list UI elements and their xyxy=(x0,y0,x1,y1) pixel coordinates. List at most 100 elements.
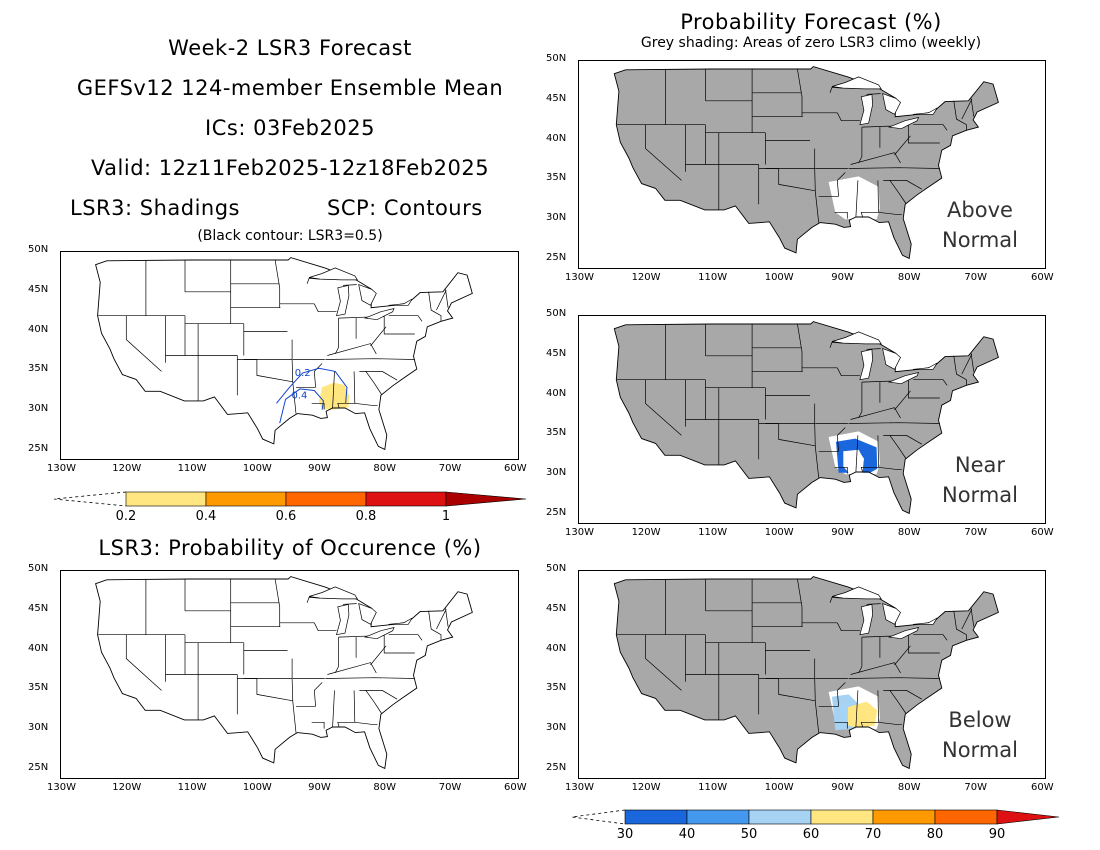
state-boundary xyxy=(291,658,297,733)
lat-tick-label: 45N xyxy=(546,92,567,104)
lon-tick-label: 60W xyxy=(504,782,527,793)
colorbar-tick-label: 0.8 xyxy=(356,509,377,524)
lat-tick-label: 30N xyxy=(546,212,567,224)
state-boundary xyxy=(834,466,848,474)
above-label-line1: Above xyxy=(947,198,1013,222)
lat-tick-label: 50N xyxy=(28,563,49,574)
state-boundary xyxy=(645,124,682,181)
state-boundary xyxy=(797,323,803,372)
lon-tick-label: 110W xyxy=(698,272,728,283)
state-boundary xyxy=(370,326,387,347)
near-normal-30-40 xyxy=(836,438,878,473)
state-boundary xyxy=(354,402,378,407)
lon-tick-label: 80W xyxy=(897,272,921,283)
lat-tick-label: 25N xyxy=(28,443,49,455)
colorbar-segment xyxy=(748,809,812,825)
state-boundary xyxy=(848,677,940,679)
state-boundary xyxy=(850,407,901,420)
scp-contour xyxy=(279,388,324,424)
great-lake xyxy=(913,107,938,115)
colorbar-tick-label: 60 xyxy=(803,827,820,842)
state-boundary xyxy=(878,466,902,471)
lat-tick-label: 30N xyxy=(546,722,567,734)
state-boundary xyxy=(889,690,907,714)
state-boundary xyxy=(836,622,860,632)
state-boundary xyxy=(313,363,323,388)
lon-tick-label: 100W xyxy=(764,782,794,793)
lon-tick-label: 70W xyxy=(964,527,988,538)
state-boundary xyxy=(834,211,848,219)
lat-tick-label: 40N xyxy=(546,642,567,654)
great-lake xyxy=(859,603,873,636)
state-boundary xyxy=(758,678,816,702)
lat-tick-label: 35N xyxy=(546,682,567,694)
colorbar-segment xyxy=(686,809,750,825)
lon-tick-label: 90W xyxy=(308,463,331,474)
lat-tick-label: 40N xyxy=(28,642,49,654)
scp-contour xyxy=(276,367,348,404)
contour-label: 0.2 xyxy=(295,368,311,379)
state-boundary xyxy=(878,721,902,726)
great-lake xyxy=(336,284,350,317)
probability-forecast-title: Probability Forecast (%) xyxy=(680,10,942,34)
state-boundary xyxy=(961,99,973,120)
great-lake xyxy=(388,617,413,625)
great-lake xyxy=(882,603,901,625)
state-boundary xyxy=(961,609,973,630)
map-svg xyxy=(613,576,999,770)
lon-tick-label: 130W xyxy=(565,527,594,538)
contours-label: SCP: Contours xyxy=(327,196,483,220)
state-boundary xyxy=(848,167,940,169)
great-lake xyxy=(831,76,882,90)
colorbar-tick-label: 30 xyxy=(617,827,634,842)
state-boundary xyxy=(866,603,881,605)
above-label-line2: Normal xyxy=(942,228,1018,252)
colorbar-lower-extend xyxy=(571,809,626,825)
state-boundary xyxy=(758,168,816,192)
lat-tick-label: 45N xyxy=(546,347,567,359)
lon-tick-label: 80W xyxy=(373,782,397,793)
map-svg: 0.2 0.4 xyxy=(95,257,473,451)
state-boundary xyxy=(855,435,859,473)
lat-tick-label: 45N xyxy=(28,602,49,614)
state-boundary xyxy=(953,100,967,131)
lon-tick-label: 130W xyxy=(47,782,76,793)
map-svg xyxy=(613,66,999,260)
state-boundary xyxy=(311,402,325,410)
colorbar-segment xyxy=(125,491,207,507)
state-boundary xyxy=(383,634,415,654)
below-normal-60-70 xyxy=(847,701,878,728)
coastline xyxy=(95,257,473,451)
state-boundary xyxy=(306,596,320,603)
lat-tick-label: 40N xyxy=(28,323,49,335)
state-boundary xyxy=(365,371,382,395)
lon-tick-label: 120W xyxy=(631,272,661,283)
lon-tick-label: 100W xyxy=(242,782,272,793)
state-boundary xyxy=(814,148,820,223)
state-boundary xyxy=(908,124,940,144)
state-boundary xyxy=(237,678,293,702)
lon-tick-label: 120W xyxy=(631,782,661,793)
lat-tick-label: 25N xyxy=(546,762,567,774)
state-boundary xyxy=(342,603,357,605)
great-lake xyxy=(887,117,920,130)
prob-occurrence-title: LSR3: Probability of Occurence (%) xyxy=(98,536,482,560)
near-normal-map xyxy=(578,315,1046,524)
state-boundary xyxy=(858,382,863,419)
state-boundary xyxy=(855,180,859,218)
colorbar-segment xyxy=(996,809,1060,825)
lat-tick-label: 50N xyxy=(546,563,567,574)
great-lake xyxy=(336,603,350,636)
colorbar-segment xyxy=(445,491,527,507)
great-lake xyxy=(859,93,873,126)
colorbar-lower-extend xyxy=(53,491,127,507)
state-boundary xyxy=(894,135,911,156)
lon-tick-label: 70W xyxy=(964,782,988,793)
state-boundary xyxy=(445,608,449,627)
great-lake xyxy=(913,362,938,370)
lon-tick-label: 110W xyxy=(177,782,207,793)
lon-tick-label: 80W xyxy=(897,527,921,538)
state-boundary xyxy=(274,578,281,627)
lat-tick-label: 40N xyxy=(546,132,567,144)
state-boundary xyxy=(342,284,357,286)
